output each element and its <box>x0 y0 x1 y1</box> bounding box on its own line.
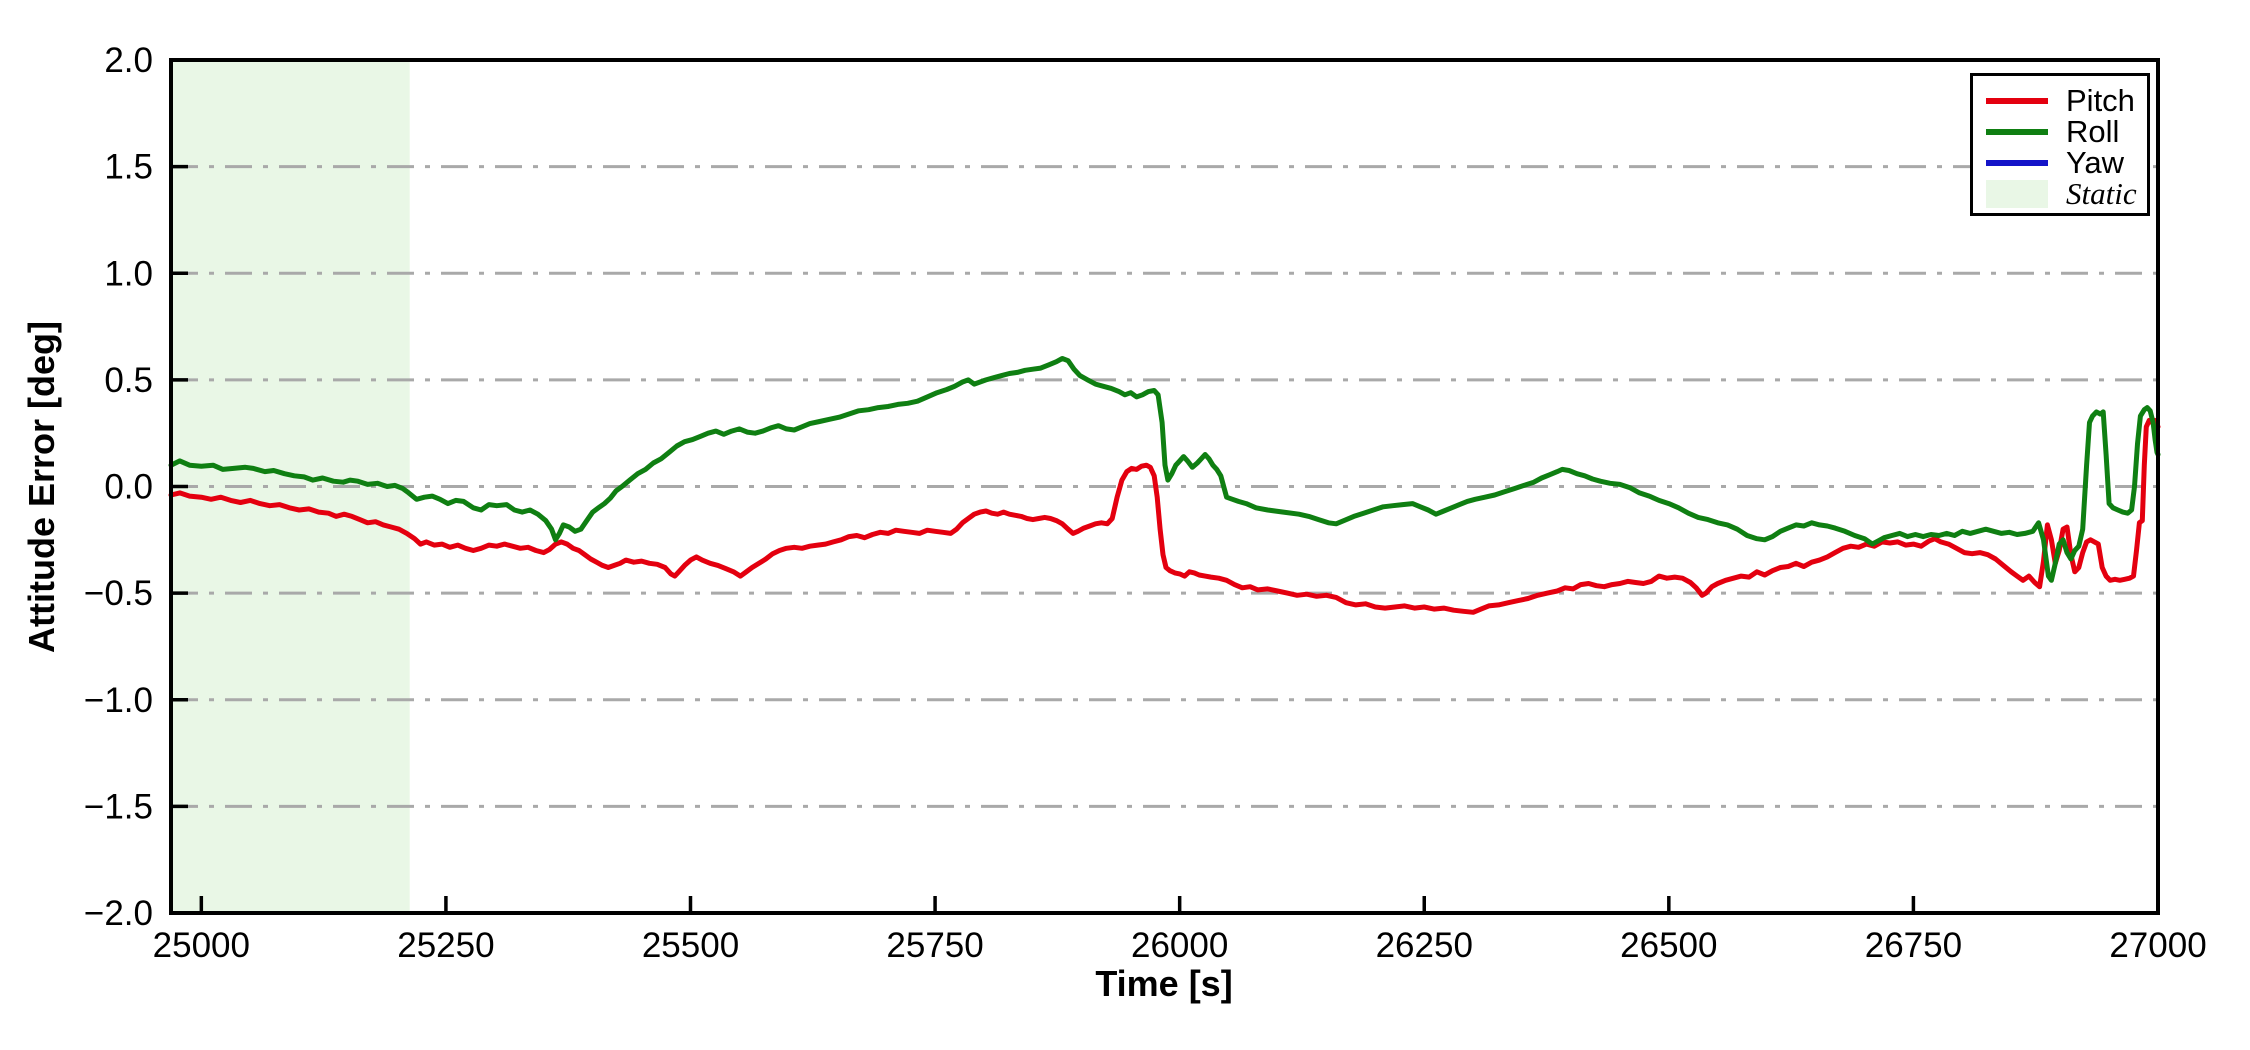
y-tick-label: 0.0 <box>104 468 153 507</box>
x-tick-label: 25250 <box>397 926 494 965</box>
legend-label-roll: Roll <box>2066 114 2120 149</box>
x-tick-label: 26250 <box>1376 926 1473 965</box>
roll-line <box>168 356 2161 583</box>
legend-label-yaw: Yaw <box>2066 145 2125 180</box>
legend-label-static: Static <box>2066 176 2137 211</box>
y-tick-label: −0.5 <box>84 574 153 613</box>
roll-line-swatch-icon <box>1986 128 2048 135</box>
static-patch-swatch-icon <box>1986 179 2048 208</box>
y-axis-label: Attitude Error [deg] <box>21 321 62 653</box>
axes-spines <box>169 58 2160 915</box>
x-tick-label: 26000 <box>1131 926 1228 965</box>
legend-item-pitch: Pitch <box>1986 85 2135 116</box>
x-tick-label: 25750 <box>886 926 983 965</box>
y-tick-label: 1.0 <box>104 254 153 293</box>
pitch-line <box>168 417 2161 615</box>
legend-item-yaw: Yaw <box>1986 147 2131 178</box>
y-tick-label: −1.5 <box>84 787 153 826</box>
legend-item-roll: Roll <box>1986 116 2131 147</box>
x-tick-label: 25000 <box>153 926 250 965</box>
legend: Pitch Roll Yaw Static <box>1970 73 2150 216</box>
legend-item-static: Static <box>1986 178 2137 209</box>
x-tick-label: 25500 <box>642 926 739 965</box>
y-tick-label: −2.0 <box>84 894 153 933</box>
y-tick-label: −1.0 <box>84 681 153 720</box>
x-axis-label: Time [s] <box>1095 963 1233 1004</box>
x-tick-label: 26750 <box>1865 926 1962 965</box>
x-tick-label: 27000 <box>2109 926 2206 965</box>
y-tick-label: 1.5 <box>104 148 153 187</box>
yaw-line-swatch-icon <box>1986 159 2048 166</box>
legend-label-pitch: Pitch <box>2066 83 2135 118</box>
y-tick-label: 2.0 <box>104 41 153 80</box>
y-tick-label: 0.5 <box>104 361 153 400</box>
x-tick-label: 26500 <box>1620 926 1717 965</box>
pitch-line-swatch-icon <box>1986 97 2048 104</box>
